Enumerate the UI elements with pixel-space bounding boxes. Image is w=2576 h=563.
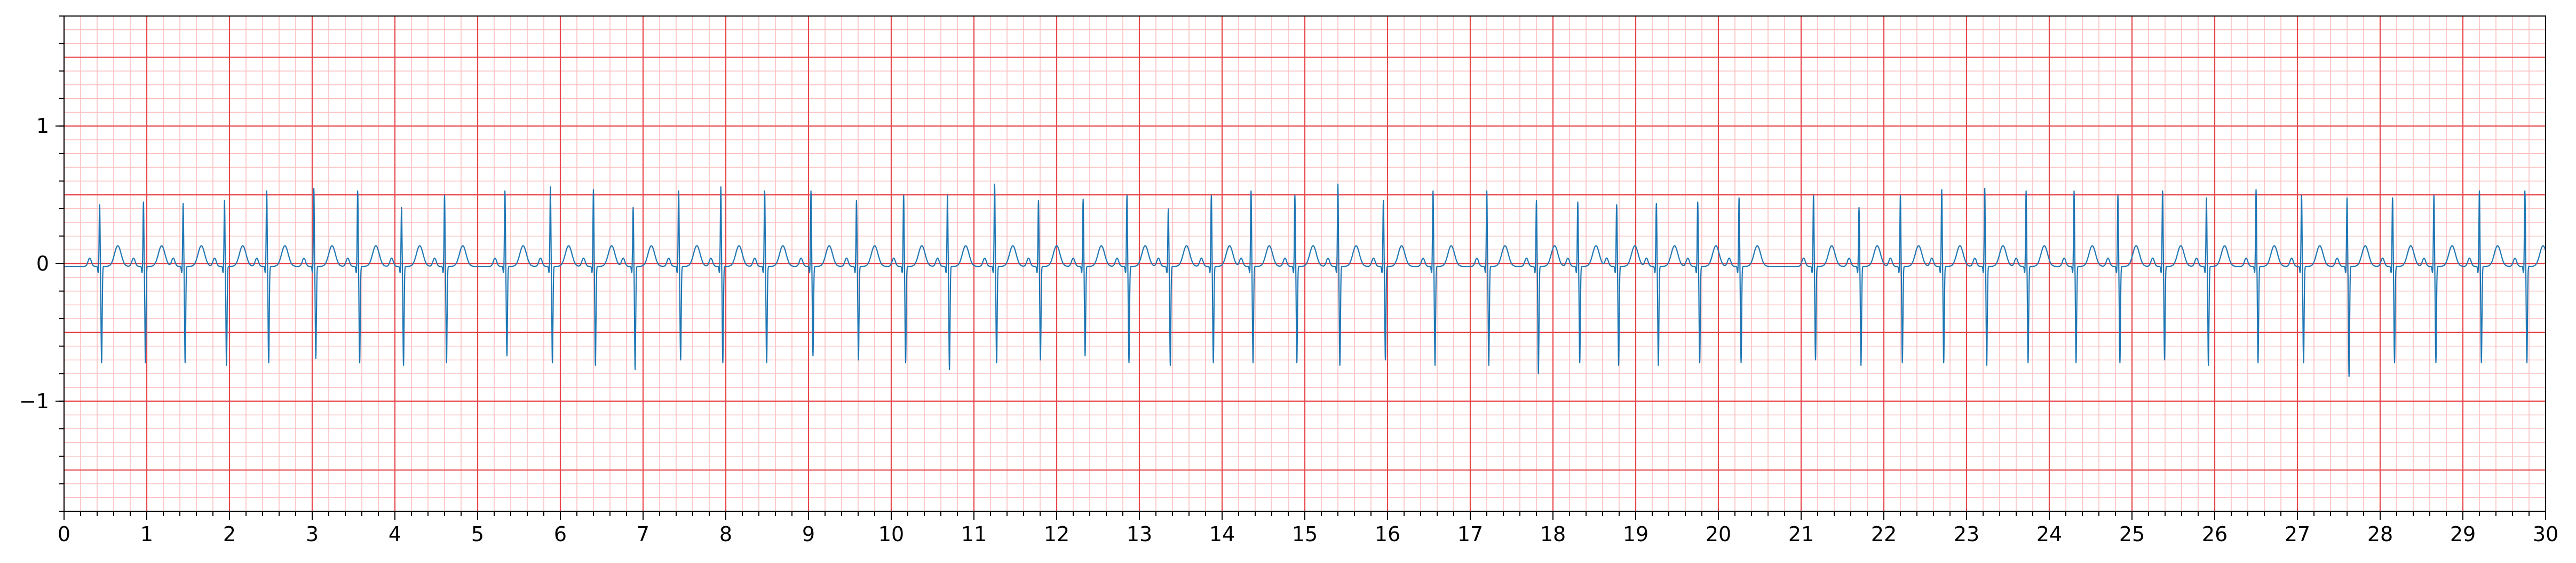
x-tick-label: 7 [637,522,649,546]
x-tick-label: 8 [719,522,732,546]
x-tick-label: 27 [2285,522,2310,546]
x-tick-label: 18 [1540,522,1566,546]
x-tick-label: 17 [1457,522,1483,546]
signal-layer [64,184,2547,377]
x-tick-label: 19 [1623,522,1648,546]
x-tick-label: 15 [1292,522,1318,546]
x-tick-label: 25 [2119,522,2145,546]
x-tick-label: 11 [961,522,987,546]
signal-trace [64,184,2547,377]
x-tick-label: 5 [471,522,484,546]
x-tick-label: 2 [223,522,236,546]
x-tick-label: 4 [389,522,401,546]
x-tick-label: 22 [1871,522,1897,546]
x-tick-label: 29 [2450,522,2476,546]
x-tick-label: 9 [802,522,815,546]
x-tick-label: 20 [1706,522,1731,546]
x-tick-label: 16 [1375,522,1400,546]
x-tick-label: 10 [878,522,904,546]
x-tick-label: 3 [306,522,319,546]
x-tick-label: 24 [2036,522,2062,546]
x-tick-label: 0 [58,522,70,546]
x-tick-label: 23 [1954,522,1979,546]
x-tick-label: 21 [1788,522,1814,546]
x-tick-label: 28 [2367,522,2393,546]
x-tick-label: 13 [1127,522,1152,546]
x-tick-label: 30 [2533,522,2558,546]
x-tick-label: 12 [1044,522,1069,546]
x-tick-label: 26 [2202,522,2228,546]
y-tick-label: −1 [19,390,49,413]
y-tick-label: 0 [36,252,49,275]
x-tick-label: 14 [1209,522,1235,546]
x-tick-label: 1 [140,522,153,546]
x-axis: 0 1 2 3 4 5 6 7 8 9 10 11 12 13 14 15 16 17 18 19 20 21 22 23 24… [58,511,2558,546]
y-tick-label: 1 [36,114,49,138]
x-tick-label: 6 [554,522,567,546]
y-axis: −1 0 1 [19,15,64,512]
